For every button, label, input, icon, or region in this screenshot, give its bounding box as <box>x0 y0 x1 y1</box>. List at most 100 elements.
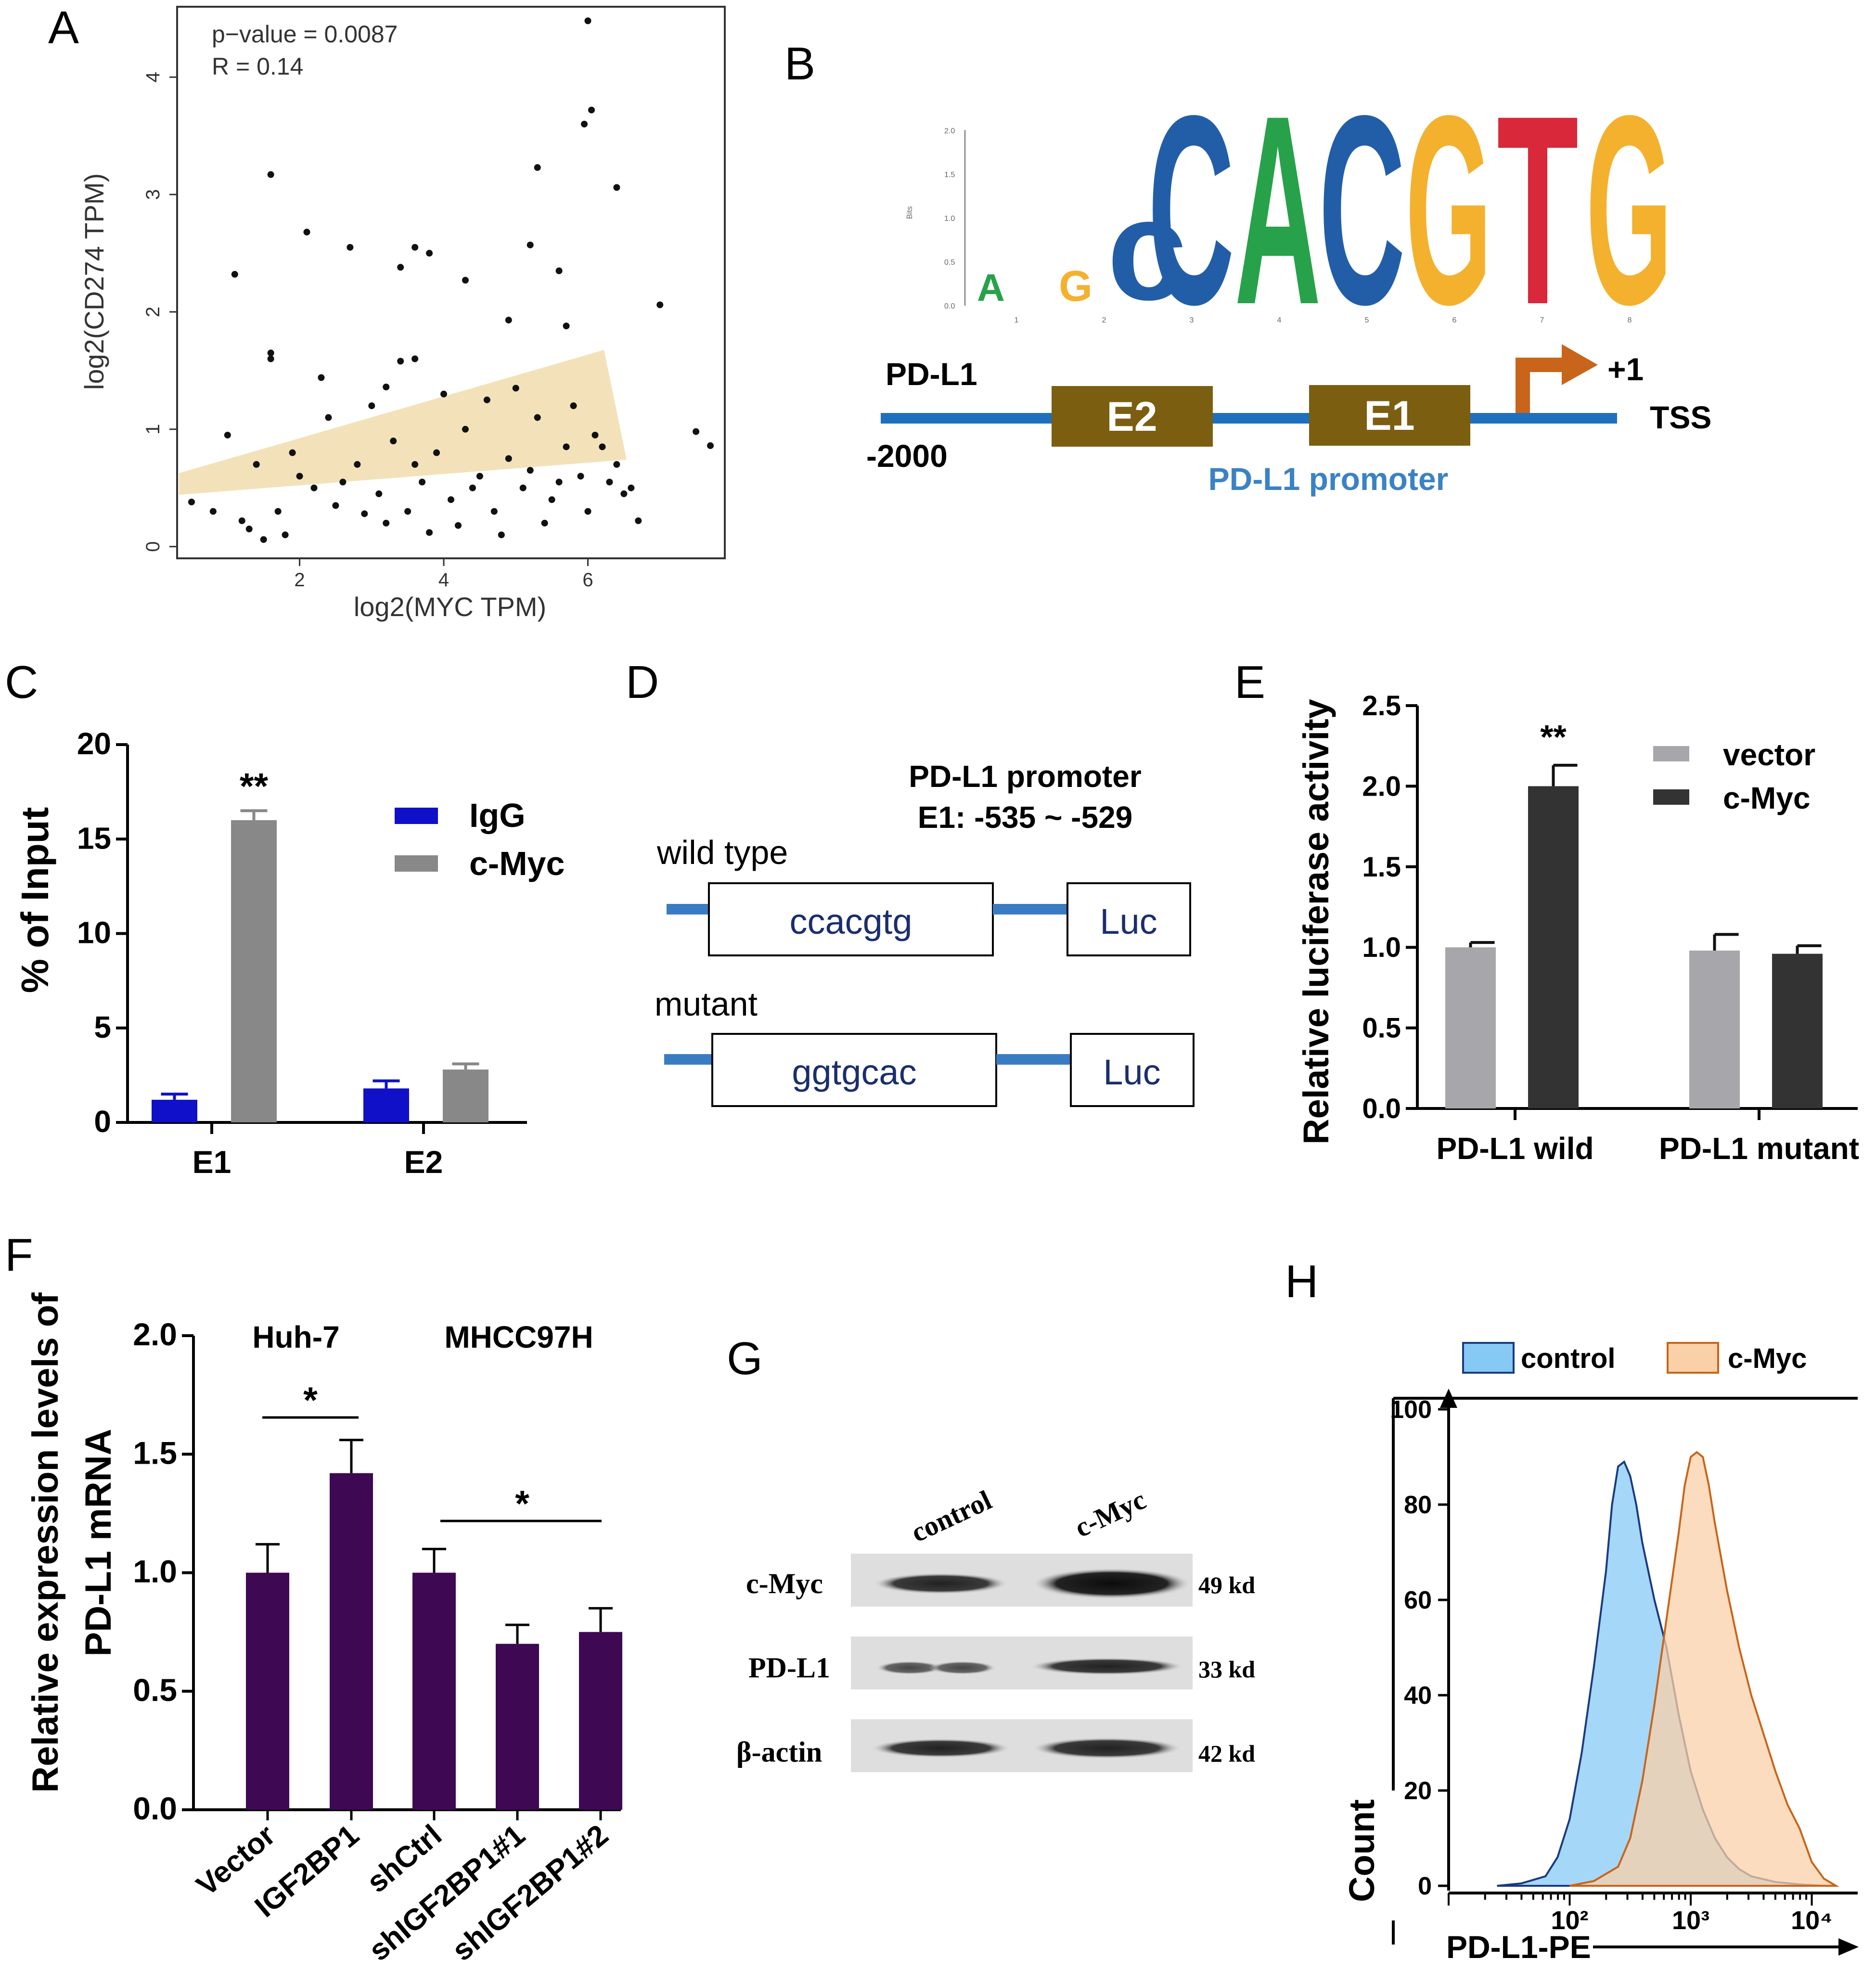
scatter-point <box>584 17 591 25</box>
d-line-wild-right <box>993 904 1067 915</box>
scatter-point <box>224 431 231 438</box>
g-row-label-cmyc: c-Myc <box>746 1568 823 1599</box>
f-y-tick-label: 2.0 <box>133 1316 177 1352</box>
scatter-point <box>505 317 512 324</box>
scatter-point <box>260 536 267 543</box>
panel-letter-g: G <box>727 1333 763 1384</box>
panel-letter-b: B <box>784 38 815 90</box>
scatter-point <box>404 508 411 515</box>
box-e1-label: E1 <box>1364 393 1414 439</box>
scatter-point <box>548 496 555 503</box>
g-row-label-bactin: β-actin <box>736 1736 822 1768</box>
scatter-point <box>483 396 490 403</box>
e-bar <box>1528 786 1579 1108</box>
y-tick-label: 0 <box>142 541 164 552</box>
panel-h: H 0 20 40 60 80 100 10² 10³ 10⁴ control c-Myc Co… <box>1285 1256 1859 1965</box>
f-bar <box>330 1473 373 1810</box>
c-legend-swatch-igg <box>395 808 438 824</box>
gene-label: PD-L1 <box>886 356 977 392</box>
h-x-axis-label: PD-L1-PE <box>1446 1929 1591 1965</box>
g-lane-control: control <box>906 1484 996 1548</box>
scatter-point <box>282 531 289 539</box>
logo-position: 7 <box>1540 316 1544 324</box>
e-legend-vector: vector <box>1723 737 1815 772</box>
d-row-label-wild: wild type <box>656 834 788 871</box>
scatter-point <box>318 374 325 381</box>
d-luc-wild: Luc <box>1100 902 1157 941</box>
f-significance: * <box>303 1380 318 1421</box>
scatter-point <box>375 490 383 497</box>
y-tick-label: 4 <box>142 72 164 82</box>
y-axis-label: log2(CD274 TPM) <box>79 173 109 390</box>
logo-axis: 0.0 0.5 1.0 1.5 2.0 Bits <box>906 127 965 310</box>
scatter-point <box>527 241 534 248</box>
scatter-point <box>310 484 318 491</box>
e-y-axis-label: Relative luciferase activity <box>1296 699 1336 1145</box>
h-y-tick-label: 80 <box>1404 1491 1432 1519</box>
e-bar <box>1772 953 1823 1108</box>
tss-arrow-icon <box>1516 344 1598 413</box>
scatter-point <box>231 271 238 278</box>
scatter-point <box>693 428 700 435</box>
g-band-bactin-control <box>871 1739 1011 1758</box>
logo-letter-g-small: G <box>1059 262 1092 310</box>
scatter-point <box>588 106 595 114</box>
e-x-tick-label: PD-L1 wild <box>1436 1131 1593 1166</box>
logo-position: 5 <box>1365 316 1369 324</box>
panel-letter-f: F <box>5 1229 33 1281</box>
scatter-point <box>383 384 390 391</box>
f-y-axis-label-1: Relative expression levels of <box>25 1292 66 1793</box>
scatter-point <box>541 519 548 527</box>
e-y-tick-label: 2.0 <box>1362 771 1401 802</box>
logo-position: 2 <box>1102 316 1106 324</box>
h-x-tick-label: 10³ <box>1672 1906 1709 1935</box>
scatter-point <box>267 171 274 178</box>
h-y-tick-label: 40 <box>1404 1682 1432 1710</box>
logo-axis-tick: 2.0 <box>944 127 955 135</box>
c-y-tick-label: 20 <box>77 726 111 761</box>
scatter-point <box>368 402 375 410</box>
scatter-point <box>289 449 296 456</box>
e-x-tick-label: PD-L1 mutant <box>1659 1131 1859 1166</box>
scatter-point <box>209 508 217 515</box>
e-bar <box>1445 947 1496 1108</box>
h-x-tick-label: 10⁴ <box>1791 1906 1833 1935</box>
h-legend-cmyc: c-Myc <box>1728 1343 1807 1374</box>
scatter-points <box>188 17 714 543</box>
scatter-point <box>411 244 419 251</box>
logo-letter-c3: C <box>1319 59 1405 361</box>
scatter-point <box>433 449 440 456</box>
scatter-point <box>606 478 613 486</box>
scatter-point <box>613 184 620 191</box>
d-row-label-mutant: mutant <box>655 985 758 1023</box>
promoter-label: PD-L1 promoter <box>1208 461 1449 497</box>
panel-d: D PD-L1 promoter E1: -535 ~ -529 wild ty… <box>626 657 1195 1107</box>
d-line-wild-left <box>667 904 709 915</box>
scatter-point <box>267 349 274 357</box>
g-row-label-pdl1: PD-L1 <box>748 1652 830 1684</box>
scatter-point <box>426 250 433 257</box>
panel-e: E 0.0 0.5 1.0 1.5 2.0 2.5 PD-L1 wild ** PD-L1 mu… <box>1234 657 1859 1166</box>
scatter-point <box>188 498 195 505</box>
panel-a: A p−value = 0.0087 R = 0.14 0 1 2 3 4 2 4 6 lo… <box>48 2 726 622</box>
logo-letter-c2: C <box>1148 59 1234 361</box>
panel-c: C 0 5 10 15 20 E1 ** E2 % of Input IgG c-Myc <box>5 657 565 1180</box>
scatter-point <box>656 301 664 309</box>
scatter-point <box>628 484 635 491</box>
panel-letter-c: C <box>5 657 38 708</box>
logo-position: 8 <box>1628 316 1632 324</box>
f-bar <box>496 1644 539 1810</box>
scatter-point <box>563 443 570 451</box>
panel-letter-a: A <box>48 2 79 53</box>
scatter-point <box>274 508 282 515</box>
c-legend-igg: IgG <box>469 797 526 834</box>
scatter-point <box>448 496 454 503</box>
d-subtitle: E1: -535 ~ -529 <box>918 800 1133 835</box>
d-line-mutant-right <box>996 1054 1071 1065</box>
c-significance: ** <box>240 766 269 807</box>
scatter-point <box>555 478 563 486</box>
logo-position: 6 <box>1452 316 1457 324</box>
scatter-point <box>267 355 274 362</box>
panel-letter-h: H <box>1285 1256 1318 1307</box>
c-bar <box>363 1088 409 1122</box>
